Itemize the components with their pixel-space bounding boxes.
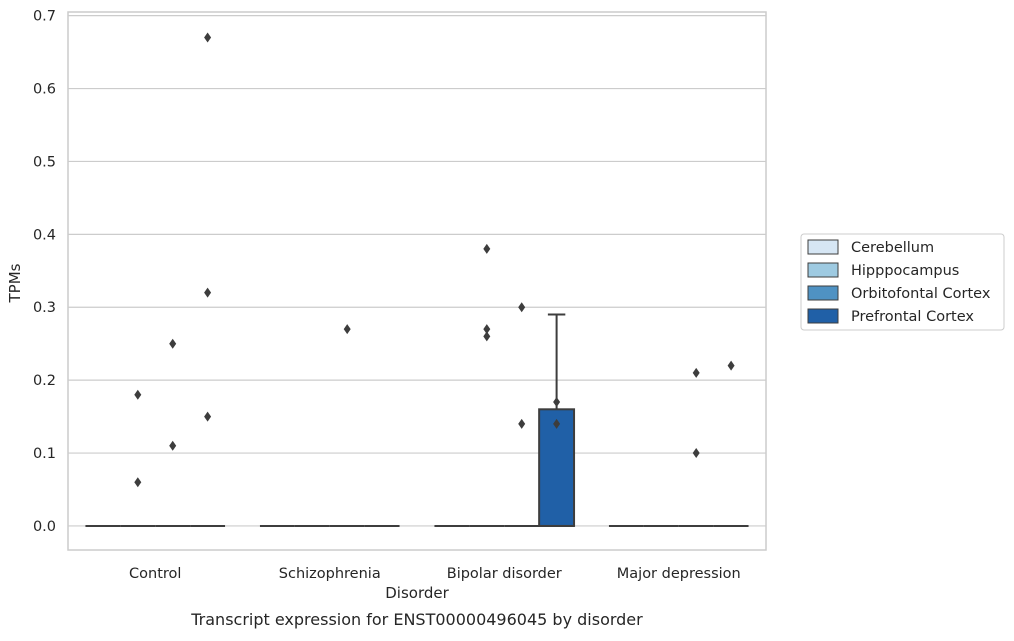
outlier-point: [169, 440, 177, 451]
outlier-point: [518, 302, 526, 313]
legend-swatch: [807, 285, 839, 301]
box-control-2: [155, 338, 191, 527]
x-tick-label: Major depression: [617, 566, 741, 582]
chart-caption: Transcript expression for ENST0000049604…: [190, 610, 643, 629]
legend-label: Cerebellum: [851, 240, 934, 256]
legend-swatch: [807, 262, 839, 278]
x-tick-label: Schizophrenia: [279, 566, 381, 582]
box-bipolar-disorder-3: [538, 313, 576, 527]
x-tick-labels: Control Schizophrenia Bipolar disorder Majo…: [129, 566, 741, 582]
y-tick-label: 0.6: [33, 82, 56, 98]
outlier-point: [169, 338, 177, 349]
outlier-point: [204, 287, 212, 298]
outlier-point: [483, 243, 491, 254]
outlier-point: [343, 324, 351, 335]
box-control-3: [190, 32, 226, 527]
legend-items: Cerebellum Hipppocampus Orbitofontal Corte…: [807, 239, 991, 325]
outlier-point: [553, 397, 561, 408]
y-tick-label: 0.2: [33, 373, 56, 389]
y-tick-label: 0.7: [33, 9, 56, 25]
x-tick-label: Control: [129, 566, 181, 582]
outlier-point: [692, 448, 700, 459]
y-tick-label: 0.4: [33, 227, 56, 243]
legend: Cerebellum Hipppocampus Orbitofontal Corte…: [800, 233, 1005, 331]
box-schizophrenia-2: [329, 324, 365, 527]
outlier-point: [134, 477, 142, 488]
legend-swatch: [807, 308, 839, 324]
boxes: [85, 32, 749, 527]
box-bipolar-disorder-1: [469, 243, 505, 527]
legend-label: Prefrontal Cortex: [851, 309, 974, 325]
outlier-point: [692, 367, 700, 378]
outlier-point: [204, 32, 212, 43]
box-major-depression-3: [713, 360, 749, 527]
box-bipolar-disorder-2: [504, 302, 540, 527]
outlier-point: [518, 418, 526, 429]
y-tick-label: 0.3: [33, 300, 56, 316]
outlier-point: [727, 360, 735, 371]
y-tick-label: 0.1: [33, 446, 56, 462]
y-tick-labels: 0.0 0.1 0.2 0.3 0.4 0.5 0.6 0.7: [33, 9, 56, 535]
legend-label: Hipppocampus: [851, 263, 959, 279]
x-tick-label: Bipolar disorder: [447, 566, 562, 582]
outlier-point: [483, 331, 491, 342]
outlier-point: [204, 411, 212, 422]
legend-frame: [800, 233, 1005, 331]
outlier-point: [483, 324, 491, 335]
legend-label: Orbitofontal Cortex: [851, 286, 991, 302]
y-tick-label: 0.5: [33, 154, 56, 170]
y-axis-label: TPMs: [6, 263, 24, 303]
legend-swatch: [807, 239, 839, 255]
outlier-point: [134, 389, 142, 400]
box-major-depression-2: [678, 367, 714, 527]
outlier-point: [553, 418, 561, 429]
y-tick-label: 0.0: [33, 519, 56, 535]
plot-frame: [67, 11, 767, 551]
x-axis-label: Disorder: [385, 584, 449, 602]
box-control-1: [120, 389, 156, 527]
